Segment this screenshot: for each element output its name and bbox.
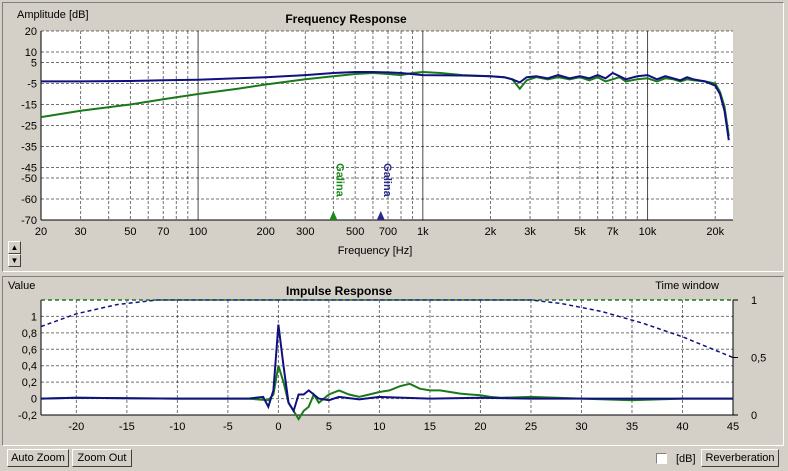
y-axis-label: Value (8, 280, 35, 292)
y-tick-label: -25 (21, 121, 37, 133)
time-window-blue (40, 299, 734, 359)
x-tick-label: 2k (485, 226, 497, 238)
y-tick-label: 10 (25, 47, 37, 59)
x-tick-label: -15 (119, 421, 135, 433)
x-tick-label: 20 (35, 226, 47, 238)
y-tick-label: -50 (21, 173, 37, 185)
y2-axis-label: Time window (655, 280, 719, 292)
x-tick-label: 70 (157, 226, 169, 238)
chart-title: Frequency Response (285, 12, 407, 26)
x-tick-label: 50 (124, 226, 136, 238)
y-tick-label: -35 (21, 142, 37, 154)
x-tick-label: 5k (574, 226, 586, 238)
x-tick-label: 10k (639, 226, 657, 238)
y2-tick-label: 0,5 (751, 353, 766, 365)
impulse-line-green (40, 365, 733, 422)
y-tick-label: 20 (25, 26, 37, 38)
y-tick-label: 0,8 (22, 328, 37, 340)
x-tick-label: 45 (727, 421, 739, 433)
y2-tick-label: 1 (751, 295, 757, 307)
db-checkbox[interactable] (656, 453, 667, 464)
y-tick-label: 1 (31, 311, 37, 323)
x-tick-label: -5 (223, 421, 233, 433)
plot-area (41, 300, 733, 415)
frequency-response-panel: 20 10 5 -5 -15 -25 -35 -45 -50 -60 -70 20 30 50 70 100 2… (2, 2, 784, 272)
x-tick-label: 25 (525, 421, 537, 433)
x-tick-label: 100 (189, 226, 207, 238)
x-tick-label: 35 (626, 421, 638, 433)
series-line-blue (41, 71, 730, 141)
x-tick-label: 40 (676, 421, 688, 433)
x-tick-label: 0 (275, 421, 281, 433)
x-tick-label: 500 (346, 226, 364, 238)
x-tick-label: 1k (417, 226, 429, 238)
marker-label: Galina (333, 163, 345, 198)
chart-title: Impulse Response (286, 284, 392, 298)
y-tick-label: -45 (21, 163, 37, 175)
x-tick-label: 15 (424, 421, 436, 433)
x-tick-label: -20 (68, 421, 84, 433)
x-tick-label: 300 (296, 226, 314, 238)
y-tick-label: -60 (21, 194, 37, 206)
reverberation-button[interactable]: Reverberation (701, 449, 779, 467)
impulse-line-blue (40, 324, 733, 414)
db-checkbox-label: [dB] (676, 453, 696, 465)
x-tick-label: 7k (607, 226, 619, 238)
impulse-response-panel: -20 -15 -10 -5 0 5 10 15 20 25 30 35 40 45 1 0,8 0,6 0,4 0… (2, 276, 784, 446)
auto-zoom-button[interactable]: Auto Zoom (7, 449, 69, 467)
y-tick-label: -15 (21, 100, 37, 112)
y-tick-label: 0,4 (22, 361, 37, 373)
marker-triangle (329, 211, 338, 220)
y2-tick-label: 0 (751, 410, 757, 422)
x-tick-label: 30 (74, 226, 86, 238)
impulse-response-chart[interactable]: -20 -15 -10 -5 0 5 10 15 20 25 30 35 40 4510,80,60,40… (3, 277, 783, 445)
x-tick-label: 30 (575, 421, 587, 433)
zoom-out-button[interactable]: Zoom Out (72, 449, 132, 467)
y-tick-label: 5 (31, 58, 37, 70)
x-tick-label: 200 (257, 226, 275, 238)
x-tick-label: -10 (169, 421, 185, 433)
spin-down-button[interactable]: ▼ (8, 254, 21, 267)
x-tick-label: 700 (379, 226, 397, 238)
x-axis-label: Distance [cm] (340, 444, 407, 445)
y-axis-label: Amplitude [dB] (17, 9, 89, 21)
x-tick-label: 20 (474, 421, 486, 433)
x-tick-label: 5 (326, 421, 332, 433)
y-tick-label: 0,6 (22, 344, 37, 356)
marker-label: Galina (381, 163, 393, 198)
y-tick-label: -70 (21, 215, 37, 227)
y-tick-label: 0,2 (22, 377, 37, 389)
y-tick-label: -5 (27, 79, 37, 91)
y-tick-label: -0,2 (18, 410, 37, 422)
x-tick-label: 10 (373, 421, 385, 433)
x-tick-label: 20k (706, 226, 724, 238)
marker-triangle (376, 211, 385, 220)
y-tick-label: 0 (31, 394, 37, 406)
x-tick-label: 3k (524, 226, 536, 238)
x-axis-label: Frequency [Hz] (338, 245, 413, 257)
spin-up-button[interactable]: ▲ (8, 241, 21, 254)
